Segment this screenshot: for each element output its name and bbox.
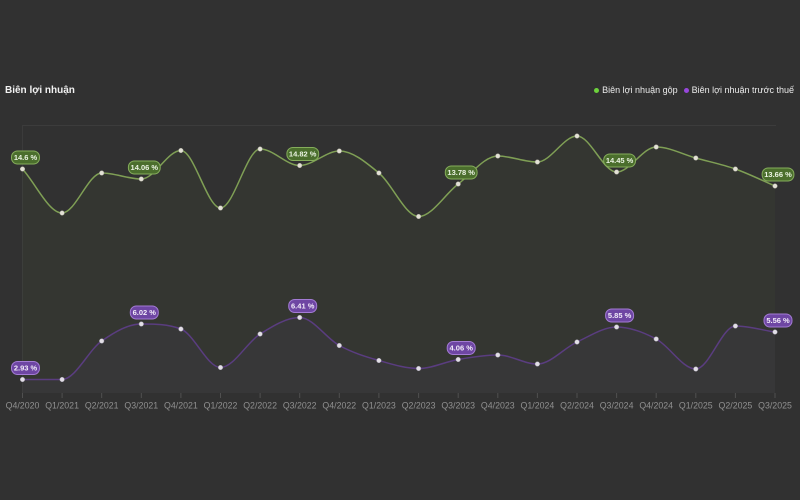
svg-text:Q4/2024: Q4/2024 [639,401,673,411]
svg-text:13.78 %: 13.78 % [447,168,475,177]
svg-text:Q4/2022: Q4/2022 [322,401,356,411]
svg-text:Q3/2025: Q3/2025 [758,401,792,411]
svg-text:Q2/2025: Q2/2025 [719,401,753,411]
svg-text:13.66 %: 13.66 % [764,170,792,179]
svg-text:Q1/2021: Q1/2021 [45,401,79,411]
svg-text:Q2/2024: Q2/2024 [560,401,594,411]
svg-text:2.93 %: 2.93 % [14,364,38,373]
svg-text:5.85 %: 5.85 % [608,311,632,320]
svg-text:5.56 %: 5.56 % [766,316,790,325]
svg-text:4.06 %: 4.06 % [450,344,474,353]
svg-text:Q4/2021: Q4/2021 [164,401,198,411]
svg-text:Q1/2024: Q1/2024 [521,401,555,411]
svg-text:14.06 %: 14.06 % [131,163,159,172]
svg-text:Q2/2022: Q2/2022 [243,401,277,411]
svg-text:Q2/2021: Q2/2021 [85,401,119,411]
svg-text:6.02 %: 6.02 % [133,308,157,317]
svg-text:Q3/2023: Q3/2023 [441,401,475,411]
svg-text:14.82 %: 14.82 % [289,150,317,159]
svg-text:Q3/2022: Q3/2022 [283,401,317,411]
svg-text:14.45 %: 14.45 % [606,156,634,165]
svg-text:Q3/2021: Q3/2021 [124,401,158,411]
svg-text:Q3/2024: Q3/2024 [600,401,634,411]
svg-text:Q1/2023: Q1/2023 [362,401,396,411]
svg-text:Q1/2025: Q1/2025 [679,401,713,411]
svg-text:Q1/2022: Q1/2022 [204,401,238,411]
svg-text:Q4/2023: Q4/2023 [481,401,515,411]
svg-text:14.6 %: 14.6 % [14,153,38,162]
svg-text:Q2/2023: Q2/2023 [402,401,436,411]
svg-text:6.41 %: 6.41 % [291,302,315,311]
svg-text:Q4/2020: Q4/2020 [6,401,40,411]
